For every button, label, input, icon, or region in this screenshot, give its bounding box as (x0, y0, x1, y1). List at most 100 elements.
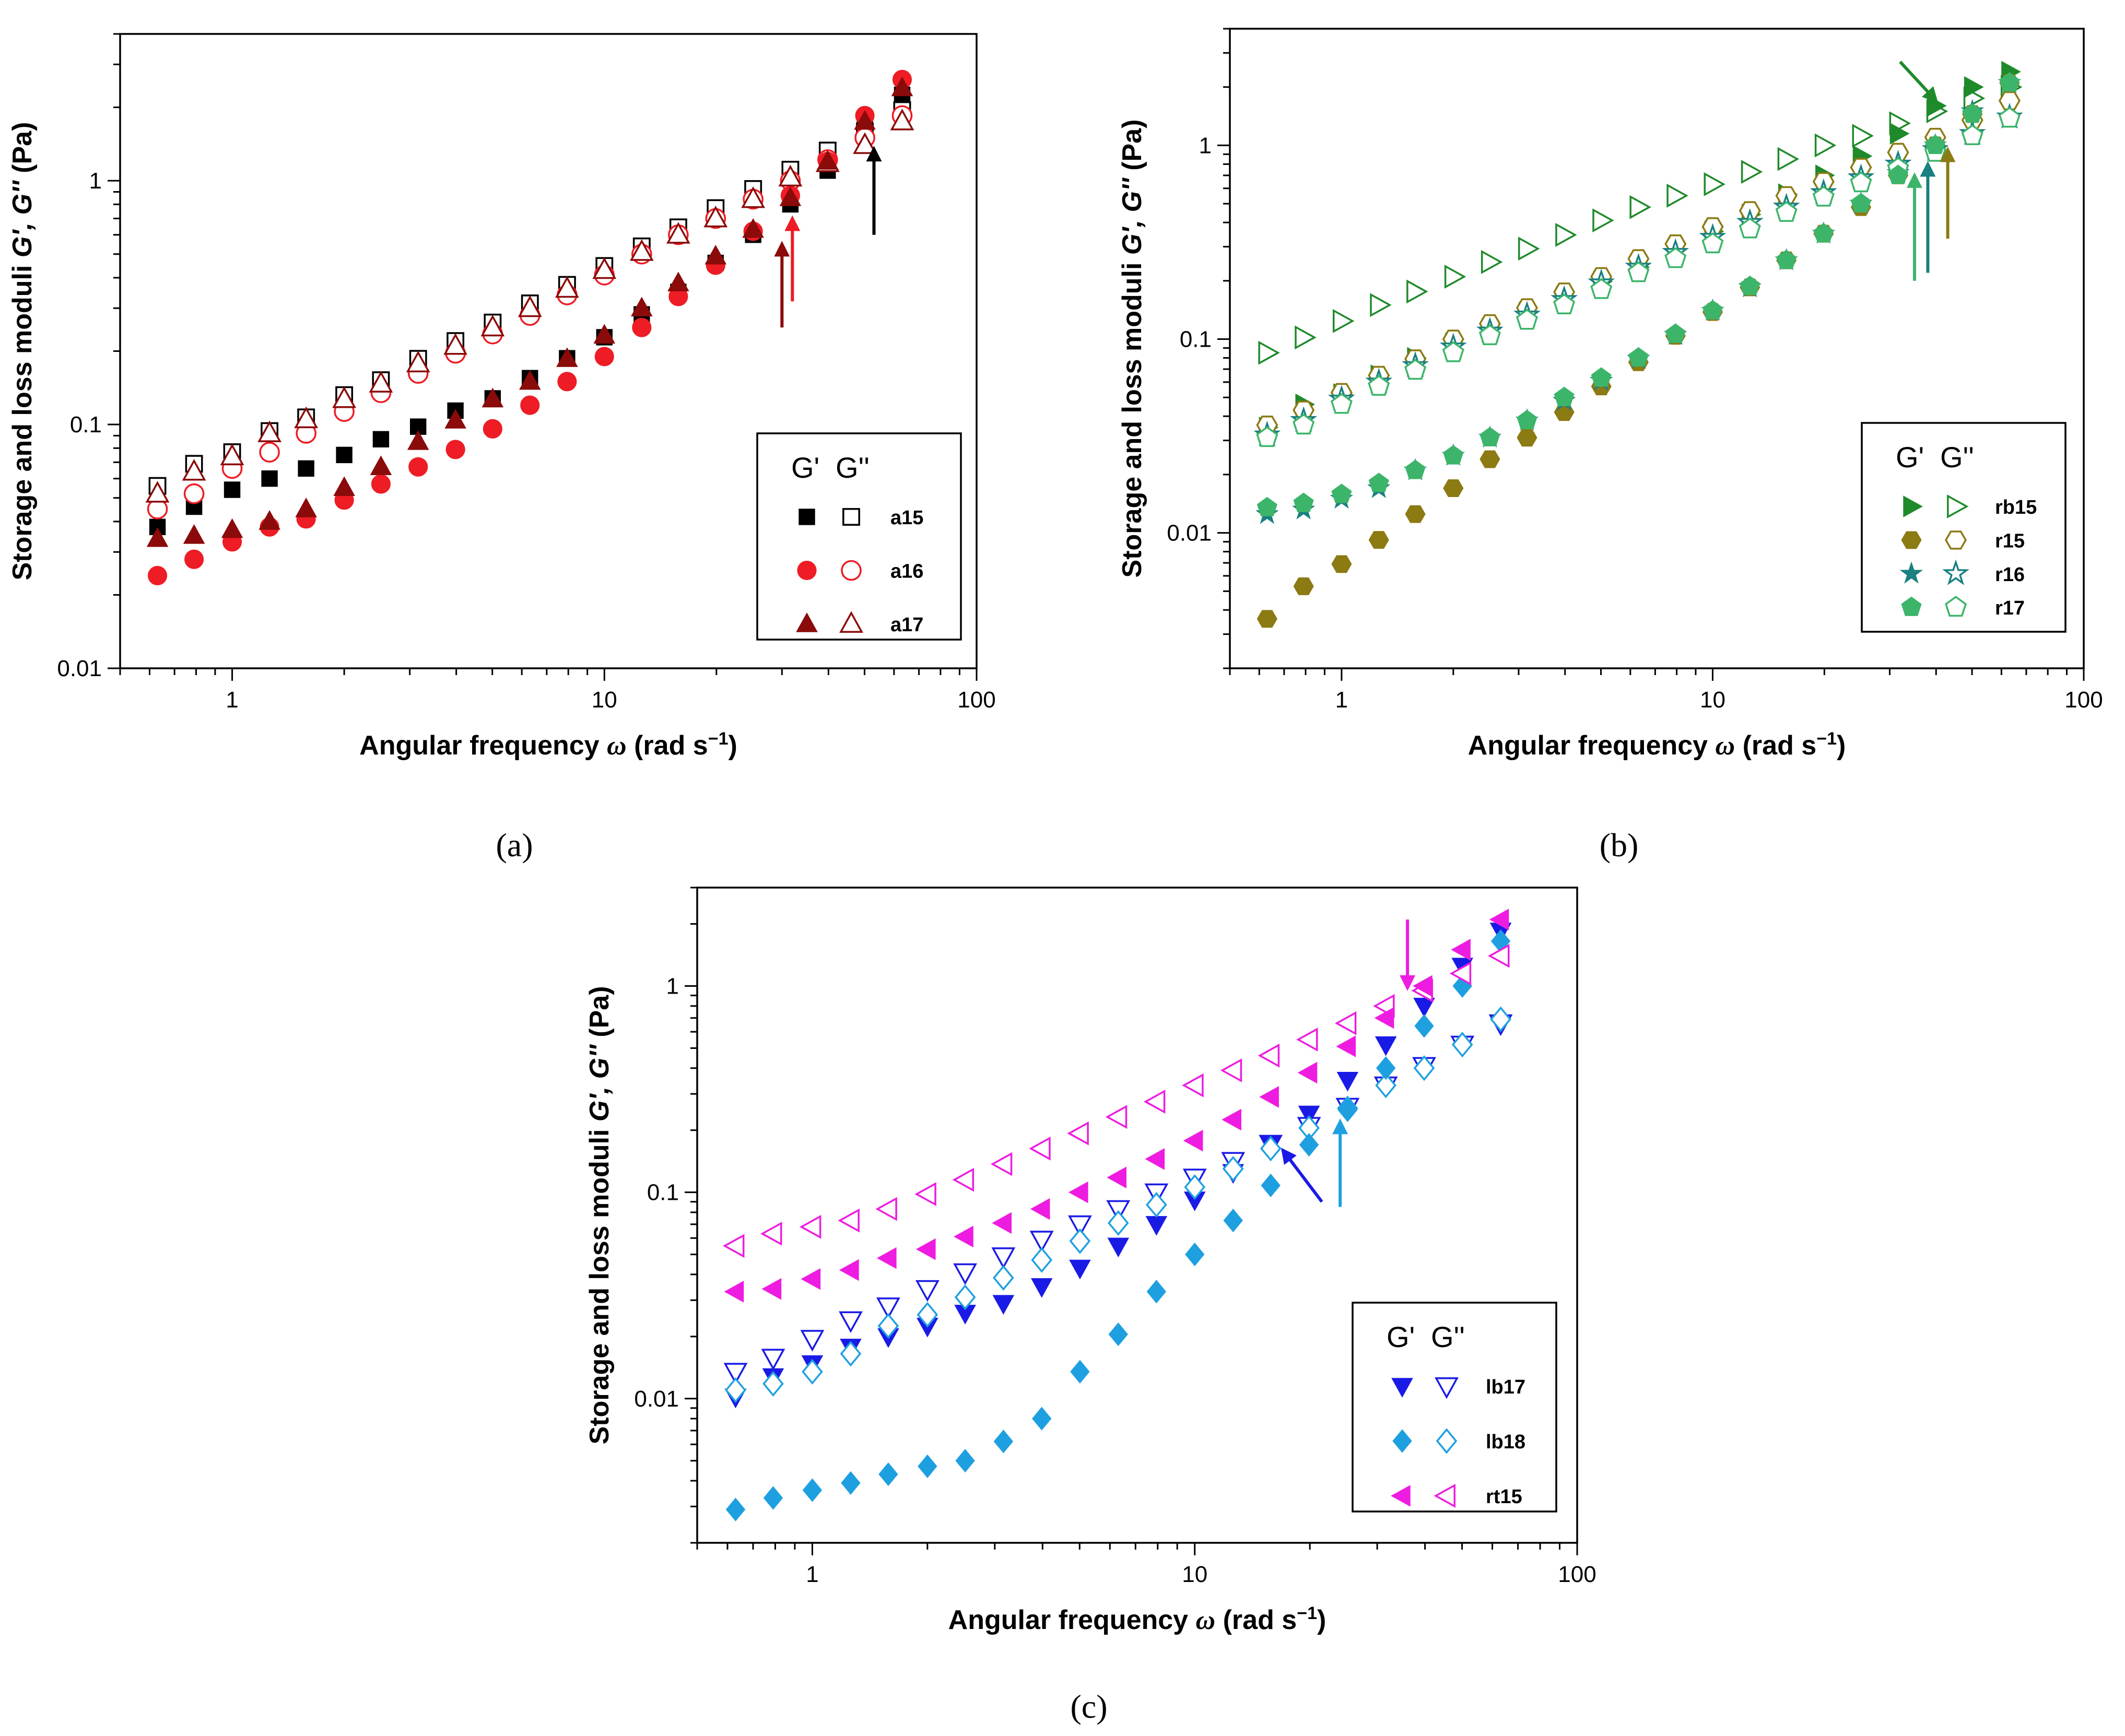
legend-box (1352, 1302, 1557, 1513)
data-point-g-prime (1068, 1181, 1088, 1203)
data-point-g-double-prime (369, 371, 393, 393)
data-point-g-prime (1336, 1035, 1356, 1057)
data-point-g-prime (854, 110, 876, 130)
data-point-g-double-prime (800, 1330, 825, 1352)
y-axis-label-symbol: G', G'' (7, 180, 38, 258)
legend-label: r16 (1995, 564, 2025, 586)
y-tick-label: 0.1 (70, 412, 102, 438)
data-point-g-double-prime (1368, 374, 1390, 396)
series-rt15 (722, 908, 1510, 1303)
y-axis-label: Storage and loss moduli G', G'' (Pa) (1117, 120, 1147, 578)
data-point-g-double-prime (839, 1311, 863, 1333)
x-axis-label: Angular frequency ω (rad s−1) (359, 729, 737, 761)
legend-header-g-prime: G' (1896, 441, 1924, 474)
y-tick-label: 1 (666, 974, 679, 999)
y-axis-label-unit: (Pa) (1117, 120, 1147, 179)
data-point-g-prime (594, 347, 614, 367)
data-point-g-prime (295, 498, 317, 517)
data-point-g-prime (1145, 1148, 1165, 1170)
x-tick-label: 1 (226, 687, 238, 713)
legend-header-g-prime: G' (1387, 1320, 1415, 1353)
data-point-g-double-prime (915, 1280, 940, 1302)
data-point-g-prime (1259, 1086, 1279, 1108)
data-point-g-prime (1107, 1166, 1126, 1189)
data-point-g-double-prime (406, 350, 430, 373)
data-point-g-prime (1183, 1129, 1203, 1152)
data-point-g-double-prime (1777, 147, 1800, 171)
data-point-g-prime (298, 460, 314, 477)
data-point-g-prime (482, 387, 504, 408)
data-point-g-prime (1030, 1198, 1050, 1220)
y-tick-label: 0.01 (634, 1386, 679, 1412)
data-point-g-prime (1032, 1407, 1052, 1431)
data-point-g-double-prime (1518, 237, 1540, 261)
data-point-g-prime (184, 549, 204, 569)
data-point-g-double-prime (1444, 265, 1466, 289)
data-point-g-double-prime (1031, 1247, 1053, 1273)
data-point-g-double-prime (1293, 414, 1315, 435)
data-point-g-double-prime (1295, 325, 1317, 350)
data-point-g-prime (992, 1295, 1015, 1315)
x-axis-label-exponent: −1 (1297, 1603, 1317, 1623)
data-point-g-double-prime (1067, 1215, 1092, 1237)
data-point-g-prime (954, 1225, 973, 1248)
legend-label: rb15 (1995, 497, 2037, 518)
data-point-g-double-prime (1590, 278, 1613, 299)
legend-marker-hollow (1435, 1377, 1459, 1399)
x-axis-label: Angular frequency ω (rad s−1) (948, 1603, 1326, 1635)
x-axis-label-symbol: ω (607, 731, 627, 761)
data-point-g-prime (407, 430, 429, 450)
data-point-g-prime (1480, 427, 1500, 446)
y-axis-label-text: Storage and loss moduli (584, 1121, 615, 1444)
data-point-g-double-prime (1332, 309, 1355, 333)
data-point-g-prime (955, 1449, 975, 1473)
data-point-g-prime (1331, 483, 1352, 503)
data-point-g-double-prime (592, 257, 617, 279)
x-tick-label: 100 (1558, 1562, 1596, 1587)
x-tick-label: 10 (1700, 687, 1725, 713)
data-point-g-prime (724, 1281, 744, 1303)
legend-label: r15 (1995, 530, 2025, 552)
legend-marker-filled (1392, 1429, 1412, 1453)
series-lb18 (725, 929, 1511, 1521)
legend-label: rt15 (1486, 1486, 1522, 1508)
crossover-arrow (1281, 1148, 1323, 1203)
y-tick-label: 0.01 (1167, 521, 1212, 546)
y-axis-label: Storage and loss moduli G', G'' (Pa) (584, 986, 615, 1445)
data-point-g-prime (1887, 164, 1909, 184)
legend-marker-filled (1899, 561, 1923, 584)
data-point-g-double-prime (703, 205, 728, 228)
data-point-g-prime (1070, 1360, 1090, 1384)
legend-marker-hollow (1434, 1484, 1455, 1508)
data-point-g-prime (725, 1497, 746, 1521)
data-point-g-double-prime (802, 1359, 823, 1385)
legend-marker-filled (1903, 495, 1923, 517)
data-point-g-prime (632, 317, 652, 337)
data-point-g-double-prime (1069, 1228, 1091, 1254)
data-point-g-prime (1489, 908, 1509, 931)
legend-marker-filled (1901, 531, 1922, 549)
data-point-g-double-prime (1664, 247, 1687, 268)
data-point-g-prime (878, 1462, 898, 1486)
data-point-g-double-prime (917, 1302, 938, 1328)
data-point-g-double-prime (1553, 293, 1576, 315)
data-point-g-double-prime (1961, 124, 1983, 146)
data-point-g-double-prime (1488, 943, 1510, 968)
data-point-g-prime (1107, 1237, 1130, 1258)
data-point-g-prime (1889, 123, 1910, 145)
data-point-g-prime (146, 527, 169, 547)
chart-panel-a: 1 10 100 0.01 0.1 1 Angular frequency ω (rad s… (7, 33, 996, 864)
data-point-g-double-prime (723, 1363, 748, 1385)
data-point-g-double-prime (1222, 1156, 1244, 1182)
data-point-g-double-prime (1701, 232, 1724, 254)
data-point-g-prime (147, 565, 168, 586)
data-point-g-double-prime (954, 1284, 976, 1310)
legend-marker-filled (1901, 596, 1922, 616)
data-point-g-double-prime (952, 1167, 975, 1192)
data-point-g-prime (221, 518, 243, 538)
legend-box (756, 432, 962, 641)
data-point-g-prime (371, 474, 391, 494)
data-point-g-double-prime (1814, 133, 1837, 158)
y-axis-label-text: Storage and loss moduli (7, 257, 38, 580)
data-point-g-prime (1030, 1278, 1053, 1298)
